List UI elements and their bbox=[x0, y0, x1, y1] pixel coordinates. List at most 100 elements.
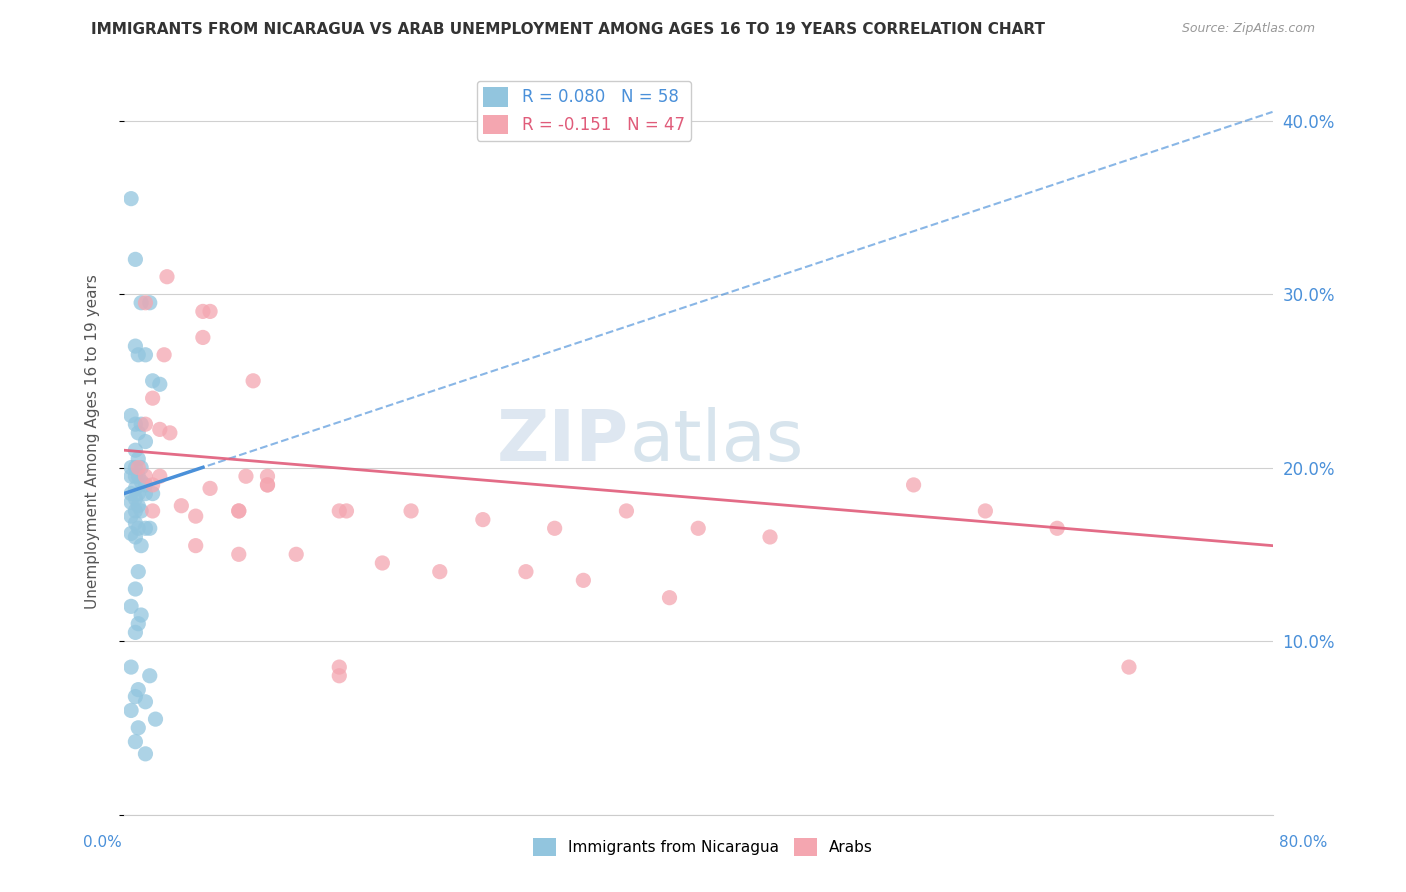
Legend: R = 0.080   N = 58, R = -0.151   N = 47: R = 0.080 N = 58, R = -0.151 N = 47 bbox=[477, 80, 692, 141]
Point bbox=[124, 516, 146, 530]
Point bbox=[120, 599, 142, 614]
Point bbox=[191, 304, 214, 318]
Point bbox=[429, 565, 451, 579]
Point bbox=[974, 504, 997, 518]
Point bbox=[134, 695, 156, 709]
Point bbox=[134, 486, 156, 500]
Point bbox=[471, 513, 494, 527]
Point bbox=[124, 443, 146, 458]
Text: 80.0%: 80.0% bbox=[1279, 836, 1327, 850]
Point bbox=[515, 565, 537, 579]
Point bbox=[129, 608, 152, 623]
Point bbox=[120, 469, 142, 483]
Text: ZIP: ZIP bbox=[498, 407, 630, 476]
Point bbox=[127, 348, 149, 362]
Point bbox=[134, 747, 156, 761]
Point bbox=[124, 469, 146, 483]
Point bbox=[159, 425, 181, 440]
Point bbox=[228, 547, 250, 561]
Point bbox=[184, 509, 207, 524]
Y-axis label: Unemployment Among Ages 16 to 19 years: Unemployment Among Ages 16 to 19 years bbox=[86, 274, 100, 609]
Point bbox=[198, 482, 221, 496]
Point bbox=[127, 460, 149, 475]
Point bbox=[124, 690, 146, 704]
Point bbox=[191, 330, 214, 344]
Point bbox=[124, 417, 146, 432]
Point bbox=[543, 521, 565, 535]
Point bbox=[124, 582, 146, 596]
Point bbox=[127, 425, 149, 440]
Text: atlas: atlas bbox=[630, 407, 804, 476]
Point bbox=[658, 591, 681, 605]
Point bbox=[371, 556, 394, 570]
Point bbox=[127, 721, 149, 735]
Point bbox=[127, 451, 149, 466]
Point bbox=[134, 295, 156, 310]
Point bbox=[145, 712, 167, 726]
Point bbox=[242, 374, 264, 388]
Legend: Immigrants from Nicaragua, Arabs: Immigrants from Nicaragua, Arabs bbox=[527, 832, 879, 862]
Point bbox=[134, 469, 156, 483]
Point bbox=[184, 539, 207, 553]
Point bbox=[134, 434, 156, 449]
Point bbox=[124, 734, 146, 748]
Point bbox=[256, 469, 278, 483]
Point bbox=[142, 391, 165, 405]
Point bbox=[129, 539, 152, 553]
Point bbox=[120, 192, 142, 206]
Point bbox=[134, 478, 156, 492]
Point bbox=[170, 499, 193, 513]
Point bbox=[124, 625, 146, 640]
Point bbox=[129, 504, 152, 518]
Point bbox=[129, 475, 152, 489]
Point bbox=[149, 469, 172, 483]
Point bbox=[120, 660, 142, 674]
Point bbox=[124, 491, 146, 506]
Point bbox=[127, 469, 149, 483]
Point bbox=[129, 417, 152, 432]
Point bbox=[124, 460, 146, 475]
Point bbox=[120, 486, 142, 500]
Point bbox=[124, 482, 146, 496]
Point bbox=[759, 530, 782, 544]
Point bbox=[129, 460, 152, 475]
Point bbox=[149, 377, 172, 392]
Point bbox=[134, 521, 156, 535]
Point bbox=[127, 499, 149, 513]
Point bbox=[399, 504, 422, 518]
Point bbox=[120, 509, 142, 524]
Point bbox=[328, 669, 350, 683]
Point bbox=[127, 616, 149, 631]
Point bbox=[120, 495, 142, 509]
Point bbox=[124, 252, 146, 267]
Point bbox=[142, 374, 165, 388]
Point bbox=[127, 521, 149, 535]
Point bbox=[127, 682, 149, 697]
Point bbox=[149, 422, 172, 436]
Point bbox=[142, 478, 165, 492]
Point bbox=[235, 469, 257, 483]
Point bbox=[328, 660, 350, 674]
Point bbox=[120, 409, 142, 423]
Point bbox=[228, 504, 250, 518]
Point bbox=[142, 504, 165, 518]
Point bbox=[124, 504, 146, 518]
Point bbox=[139, 295, 162, 310]
Point bbox=[134, 417, 156, 432]
Point bbox=[156, 269, 179, 284]
Point bbox=[285, 547, 308, 561]
Point bbox=[120, 526, 142, 541]
Text: Source: ZipAtlas.com: Source: ZipAtlas.com bbox=[1181, 22, 1315, 36]
Point bbox=[120, 460, 142, 475]
Point bbox=[127, 486, 149, 500]
Point bbox=[688, 521, 710, 535]
Point bbox=[124, 339, 146, 353]
Point bbox=[134, 348, 156, 362]
Point bbox=[139, 521, 162, 535]
Point bbox=[572, 574, 595, 588]
Point bbox=[142, 486, 165, 500]
Point bbox=[328, 504, 350, 518]
Point bbox=[127, 565, 149, 579]
Point bbox=[256, 478, 278, 492]
Text: IMMIGRANTS FROM NICARAGUA VS ARAB UNEMPLOYMENT AMONG AGES 16 TO 19 YEARS CORRELA: IMMIGRANTS FROM NICARAGUA VS ARAB UNEMPL… bbox=[91, 22, 1046, 37]
